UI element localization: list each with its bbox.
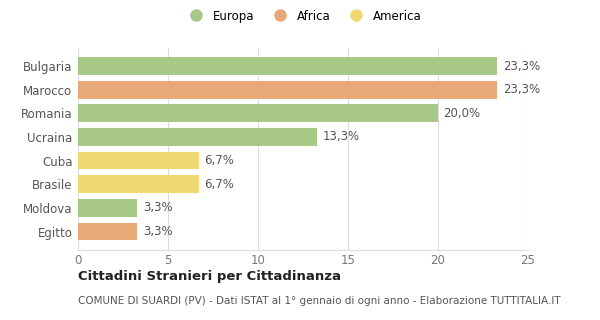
Text: 6,7%: 6,7% (204, 178, 234, 191)
Legend: Europa, Africa, America: Europa, Africa, America (184, 10, 422, 22)
Text: 6,7%: 6,7% (204, 154, 234, 167)
Text: 3,3%: 3,3% (143, 225, 172, 238)
Bar (78, 57, 497, 75)
Text: Cittadini Stranieri per Cittadinanza: Cittadini Stranieri per Cittadinanza (78, 270, 341, 284)
Text: 23,3%: 23,3% (503, 83, 540, 96)
Bar (78, 223, 137, 240)
Text: 3,3%: 3,3% (143, 201, 172, 214)
Text: COMUNE DI SUARDI (PV) - Dati ISTAT al 1° gennaio di ogni anno - Elaborazione TUT: COMUNE DI SUARDI (PV) - Dati ISTAT al 1°… (78, 296, 560, 306)
Bar (78, 81, 497, 99)
Text: 20,0%: 20,0% (443, 107, 481, 120)
Text: 13,3%: 13,3% (323, 131, 360, 143)
Bar (78, 152, 199, 170)
Bar (78, 128, 317, 146)
Bar (78, 199, 137, 217)
Text: 23,3%: 23,3% (503, 60, 540, 73)
Bar (78, 175, 199, 193)
Bar (78, 104, 438, 122)
